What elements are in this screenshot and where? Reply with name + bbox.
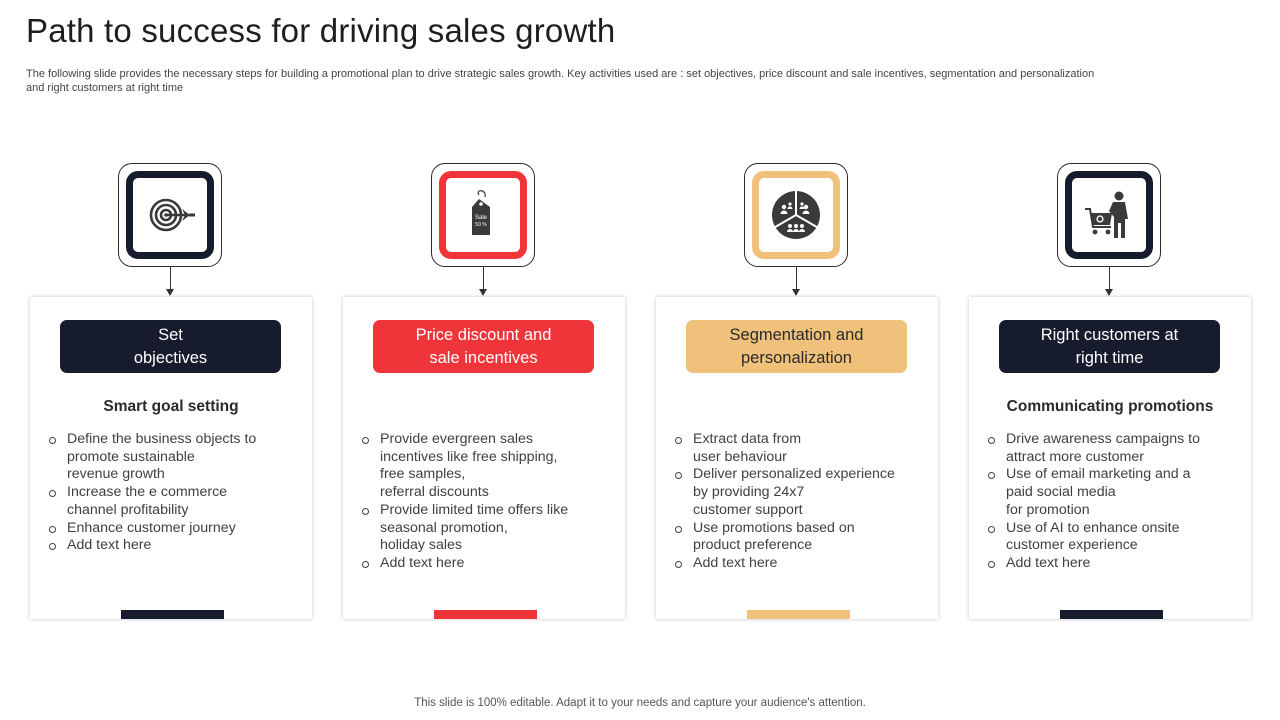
tag-text-sale: Sale <box>475 215 488 221</box>
bullet-text: Drive awareness campaigns to attract mor… <box>1006 431 1200 465</box>
bullet-text: Provide evergreen sales incentives like … <box>380 431 558 501</box>
step-subheading: Communicating promotions <box>1006 398 1214 415</box>
arrow-down-icon <box>479 289 487 296</box>
step-card: Set objectives Smart goal setting Define… <box>30 297 312 619</box>
shopper-cart-icon <box>1085 191 1128 238</box>
bullet-text: Add text here <box>380 554 465 571</box>
circle-bullet-icon <box>362 437 369 444</box>
step-title-pill: Set objectives <box>60 320 281 373</box>
step-column-segmentation: Segmentation and personalization Extract… <box>656 163 938 623</box>
icon-badge: Sale 50 % <box>439 171 527 259</box>
step-card: Segmentation and personalization Extract… <box>656 297 938 619</box>
bullet-item: Provide evergreen sales incentives like … <box>362 431 612 502</box>
step-card: Right customers at right time Communicat… <box>969 297 1251 619</box>
bullet-text: Add text here <box>1006 554 1091 571</box>
step-column-set-objectives: Set objectives Smart goal setting Define… <box>30 163 312 623</box>
icon-badge <box>1065 171 1153 259</box>
icon-frame <box>744 163 848 267</box>
bullet-text: Add text here <box>693 554 778 571</box>
bullet-item: Add text here <box>49 537 299 555</box>
bullet-item: Add text here <box>362 555 612 573</box>
bullet-item: Define the business objects to promote s… <box>49 431 299 484</box>
step-subheading: Smart goal setting <box>103 398 239 415</box>
step-title-pill: Segmentation and personalization <box>686 320 907 373</box>
bullet-item: Enhance customer journey <box>49 520 299 538</box>
bullet-item: Use of email marketing and a paid social… <box>988 466 1238 519</box>
icon-frame: Sale 50 % <box>431 163 535 267</box>
circle-bullet-icon <box>675 437 682 444</box>
step-title-pill: Price discount and sale incentives <box>373 320 594 373</box>
circle-bullet-icon <box>362 507 369 515</box>
step-title: Right customers at right time <box>1040 325 1179 367</box>
circle-bullet-icon <box>49 490 56 498</box>
step-title: Segmentation and personalization <box>729 325 864 367</box>
bullet-list: Provide evergreen sales incentives like … <box>362 431 612 573</box>
bullet-text: Extract data from user behaviour <box>693 431 802 465</box>
circle-bullet-icon <box>675 472 682 480</box>
circle-bullet-icon <box>675 560 682 568</box>
bullet-text: Provide limited time offers like seasona… <box>380 501 569 554</box>
circle-bullet-icon <box>362 560 369 568</box>
bullet-text: Increase the e commerce channel profitab… <box>67 484 228 518</box>
footer-note: This slide is 100% editable. Adapt it to… <box>414 697 866 709</box>
step-column-price-discount: Sale 50 % Price discount and sale incent… <box>343 163 625 623</box>
accent-bar <box>1060 610 1163 619</box>
circle-bullet-icon <box>988 472 995 480</box>
bullet-list: Extract data from user behaviour Deliver… <box>675 431 925 573</box>
bullet-item: Provide limited time offers like seasona… <box>362 502 612 555</box>
icon-frame <box>118 163 222 267</box>
bullet-text: Use promotions based on product preferen… <box>693 519 855 554</box>
bullet-item: Use promotions based on product preferen… <box>675 520 925 555</box>
arrow-down-icon <box>1105 289 1113 296</box>
accent-bar <box>121 610 224 619</box>
bullet-item: Use of AI to enhance onsite customer exp… <box>988 520 1238 555</box>
step-title: Price discount and sale incentives <box>415 325 552 367</box>
bullet-list: Define the business objects to promote s… <box>49 431 299 555</box>
connector-line <box>796 267 797 289</box>
bullet-text: Define the business objects to promote s… <box>67 431 257 483</box>
bullet-text: Deliver personalized experience by provi… <box>693 466 895 518</box>
sale-tag-icon: Sale 50 % <box>472 190 490 235</box>
bullet-item: Drive awareness campaigns to attract mor… <box>988 431 1238 466</box>
bullet-item: Add text here <box>675 555 925 573</box>
bullet-text: Add text here <box>67 537 152 554</box>
icon-frame <box>1057 163 1161 267</box>
circle-bullet-icon <box>988 437 995 444</box>
bullet-item: Increase the e commerce channel profitab… <box>49 484 299 519</box>
circle-bullet-icon <box>988 525 995 533</box>
connector-line <box>483 267 484 289</box>
target-dart-icon <box>149 198 195 232</box>
circle-bullet-icon <box>675 525 682 533</box>
circle-bullet-icon <box>49 437 56 444</box>
bullet-text: Use of AI to enhance onsite customer exp… <box>1006 519 1180 554</box>
circle-bullet-icon <box>49 543 56 551</box>
step-title: Set objectives <box>133 325 208 367</box>
connector-line <box>1109 267 1110 289</box>
bullet-text: Use of email marketing and a paid social… <box>1006 466 1191 518</box>
icon-badge <box>126 171 214 259</box>
accent-bar <box>434 610 537 619</box>
bullet-item: Add text here <box>988 555 1238 573</box>
arrow-down-icon <box>166 289 174 296</box>
accent-bar <box>747 610 850 619</box>
page-subtitle: The following slide provides the necessa… <box>26 68 1095 94</box>
bullet-item: Deliver personalized experience by provi… <box>675 466 925 519</box>
bullet-text: Enhance customer journey <box>67 519 236 536</box>
circle-bullet-icon <box>49 525 56 533</box>
audience-segments-pie-icon <box>772 191 820 239</box>
connector-line <box>170 267 171 289</box>
arrow-down-icon <box>792 289 800 296</box>
step-column-right-customers: Right customers at right time Communicat… <box>969 163 1251 623</box>
circle-bullet-icon <box>988 560 995 568</box>
step-card: Price discount and sale incentives Provi… <box>343 297 625 619</box>
step-title-pill: Right customers at right time <box>999 320 1220 373</box>
tag-text-percent: 50 % <box>475 222 487 228</box>
bullet-list: Drive awareness campaigns to attract mor… <box>988 431 1238 573</box>
bullet-item: Extract data from user behaviour <box>675 431 925 466</box>
page-title: Path to success for driving sales growth <box>26 12 616 49</box>
icon-badge <box>752 171 840 259</box>
